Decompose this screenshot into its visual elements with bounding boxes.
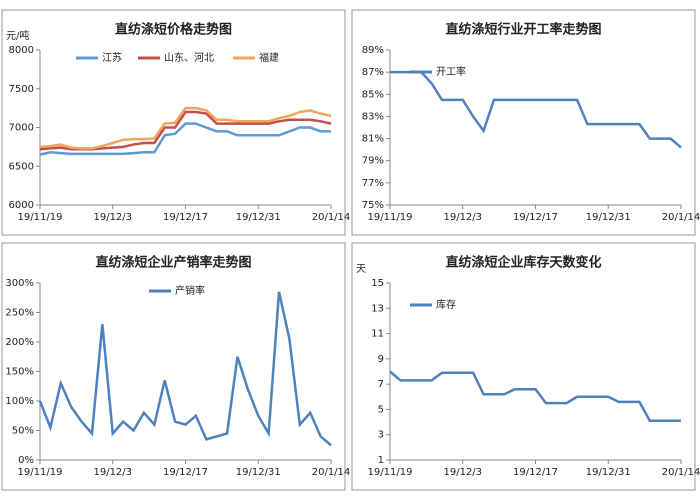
x-tick-label: 19/12/31 <box>586 212 631 223</box>
x-tick-label: 19/12/31 <box>586 467 631 478</box>
panel-border <box>1 242 346 491</box>
x-tick-label: 19/12/31 <box>236 467 281 478</box>
y-axis-label: 天 <box>356 264 366 275</box>
y-tick-label: 8000 <box>9 45 34 56</box>
legend-label: 开工率 <box>436 65 466 78</box>
y-tick-label: 5 <box>378 404 384 415</box>
chart-title: 直纺涤短价格走势图 <box>115 22 232 38</box>
x-tick-label: 20/1/14 <box>662 467 700 478</box>
chart-panel: 直纺涤短价格走势图 元/吨 6000 6500 7000 7500 8000 19/11/19… <box>1 9 351 236</box>
y-tick-label: 7 <box>378 379 384 390</box>
chart-panel: 直纺涤短行业开工率走势图 75% 77% 79% 81% 83% 85% 87% 89% 19/1… <box>351 9 700 236</box>
x-tick-label: 19/11/19 <box>18 212 63 223</box>
x-tick-label: 19/12/17 <box>513 467 558 478</box>
x-tick-label: 19/12/17 <box>513 212 558 223</box>
data-line <box>39 106 332 150</box>
y-tick-label: 87% <box>362 67 384 78</box>
y-tick-label: 13 <box>371 303 384 314</box>
x-tick-label: 19/11/19 <box>368 212 413 223</box>
data-line <box>39 122 331 156</box>
y-tick-label: 200% <box>5 337 34 348</box>
y-tick-label: 9 <box>378 354 384 365</box>
x-tick-label: 19/12/17 <box>163 467 208 478</box>
data-line <box>390 70 682 149</box>
chart-title: 直纺涤短企业产销率走势图 <box>95 255 251 271</box>
legend-label: 江苏 <box>102 51 122 64</box>
y-tick-label: 6500 <box>9 161 34 172</box>
data-line <box>38 291 332 447</box>
panel-border <box>351 242 696 491</box>
x-tick-label: 19/12/3 <box>443 212 482 223</box>
legend-label: 福建 <box>259 51 279 64</box>
y-tick-label: 11 <box>371 329 384 340</box>
chart-title: 直纺涤短企业库存天数变化 <box>445 255 601 271</box>
panel-border <box>351 9 696 236</box>
x-tick-label: 19/12/3 <box>443 467 482 478</box>
y-tick-label: 77% <box>362 178 384 189</box>
y-tick-label: 85% <box>362 89 384 100</box>
y-tick-label: 79% <box>362 156 384 167</box>
x-tick-label: 19/12/3 <box>93 212 132 223</box>
y-tick-label: 15 <box>371 278 384 289</box>
panel-border <box>1 9 346 236</box>
y-tick-label: 7500 <box>9 84 34 95</box>
x-tick-label: 19/12/3 <box>93 467 132 478</box>
y-tick-label: 89% <box>362 45 384 56</box>
y-tick-label: 250% <box>5 308 34 319</box>
y-tick-label: 300% <box>5 278 34 289</box>
x-tick-label: 20/1/14 <box>662 212 700 223</box>
y-tick-label: 100% <box>5 396 34 407</box>
y-tick-label: 150% <box>5 367 34 378</box>
x-tick-label: 19/11/19 <box>368 467 413 478</box>
y-tick-label: 1 <box>378 455 384 466</box>
legend-label: 库存 <box>436 298 456 311</box>
y-tick-label: 75% <box>362 200 384 211</box>
x-tick-label: 19/12/31 <box>236 212 281 223</box>
y-tick-label: 3 <box>378 430 384 441</box>
x-tick-label: 20/1/14 <box>312 212 351 223</box>
legend-label: 产销率 <box>175 284 205 297</box>
x-tick-label: 19/12/17 <box>163 212 208 223</box>
y-tick-label: 81% <box>362 134 384 145</box>
x-tick-label: 20/1/14 <box>312 467 351 478</box>
legend-label: 山东、河北 <box>164 51 214 64</box>
y-tick-label: 83% <box>362 111 384 122</box>
x-tick-label: 19/11/19 <box>18 467 63 478</box>
chart-panel: 直纺涤短企业产销率走势图 0% 50% 100% 150% 200% 250% 300% 19/… <box>1 242 351 491</box>
y-tick-label: 7000 <box>9 123 34 134</box>
y-axis-label: 元/吨 <box>6 29 29 42</box>
y-tick-label: 6000 <box>9 200 34 211</box>
chart-title: 直纺涤短行业开工率走势图 <box>445 22 601 38</box>
y-tick-label: 50% <box>12 426 34 437</box>
data-line <box>389 370 681 423</box>
y-tick-label: 0% <box>18 455 34 466</box>
